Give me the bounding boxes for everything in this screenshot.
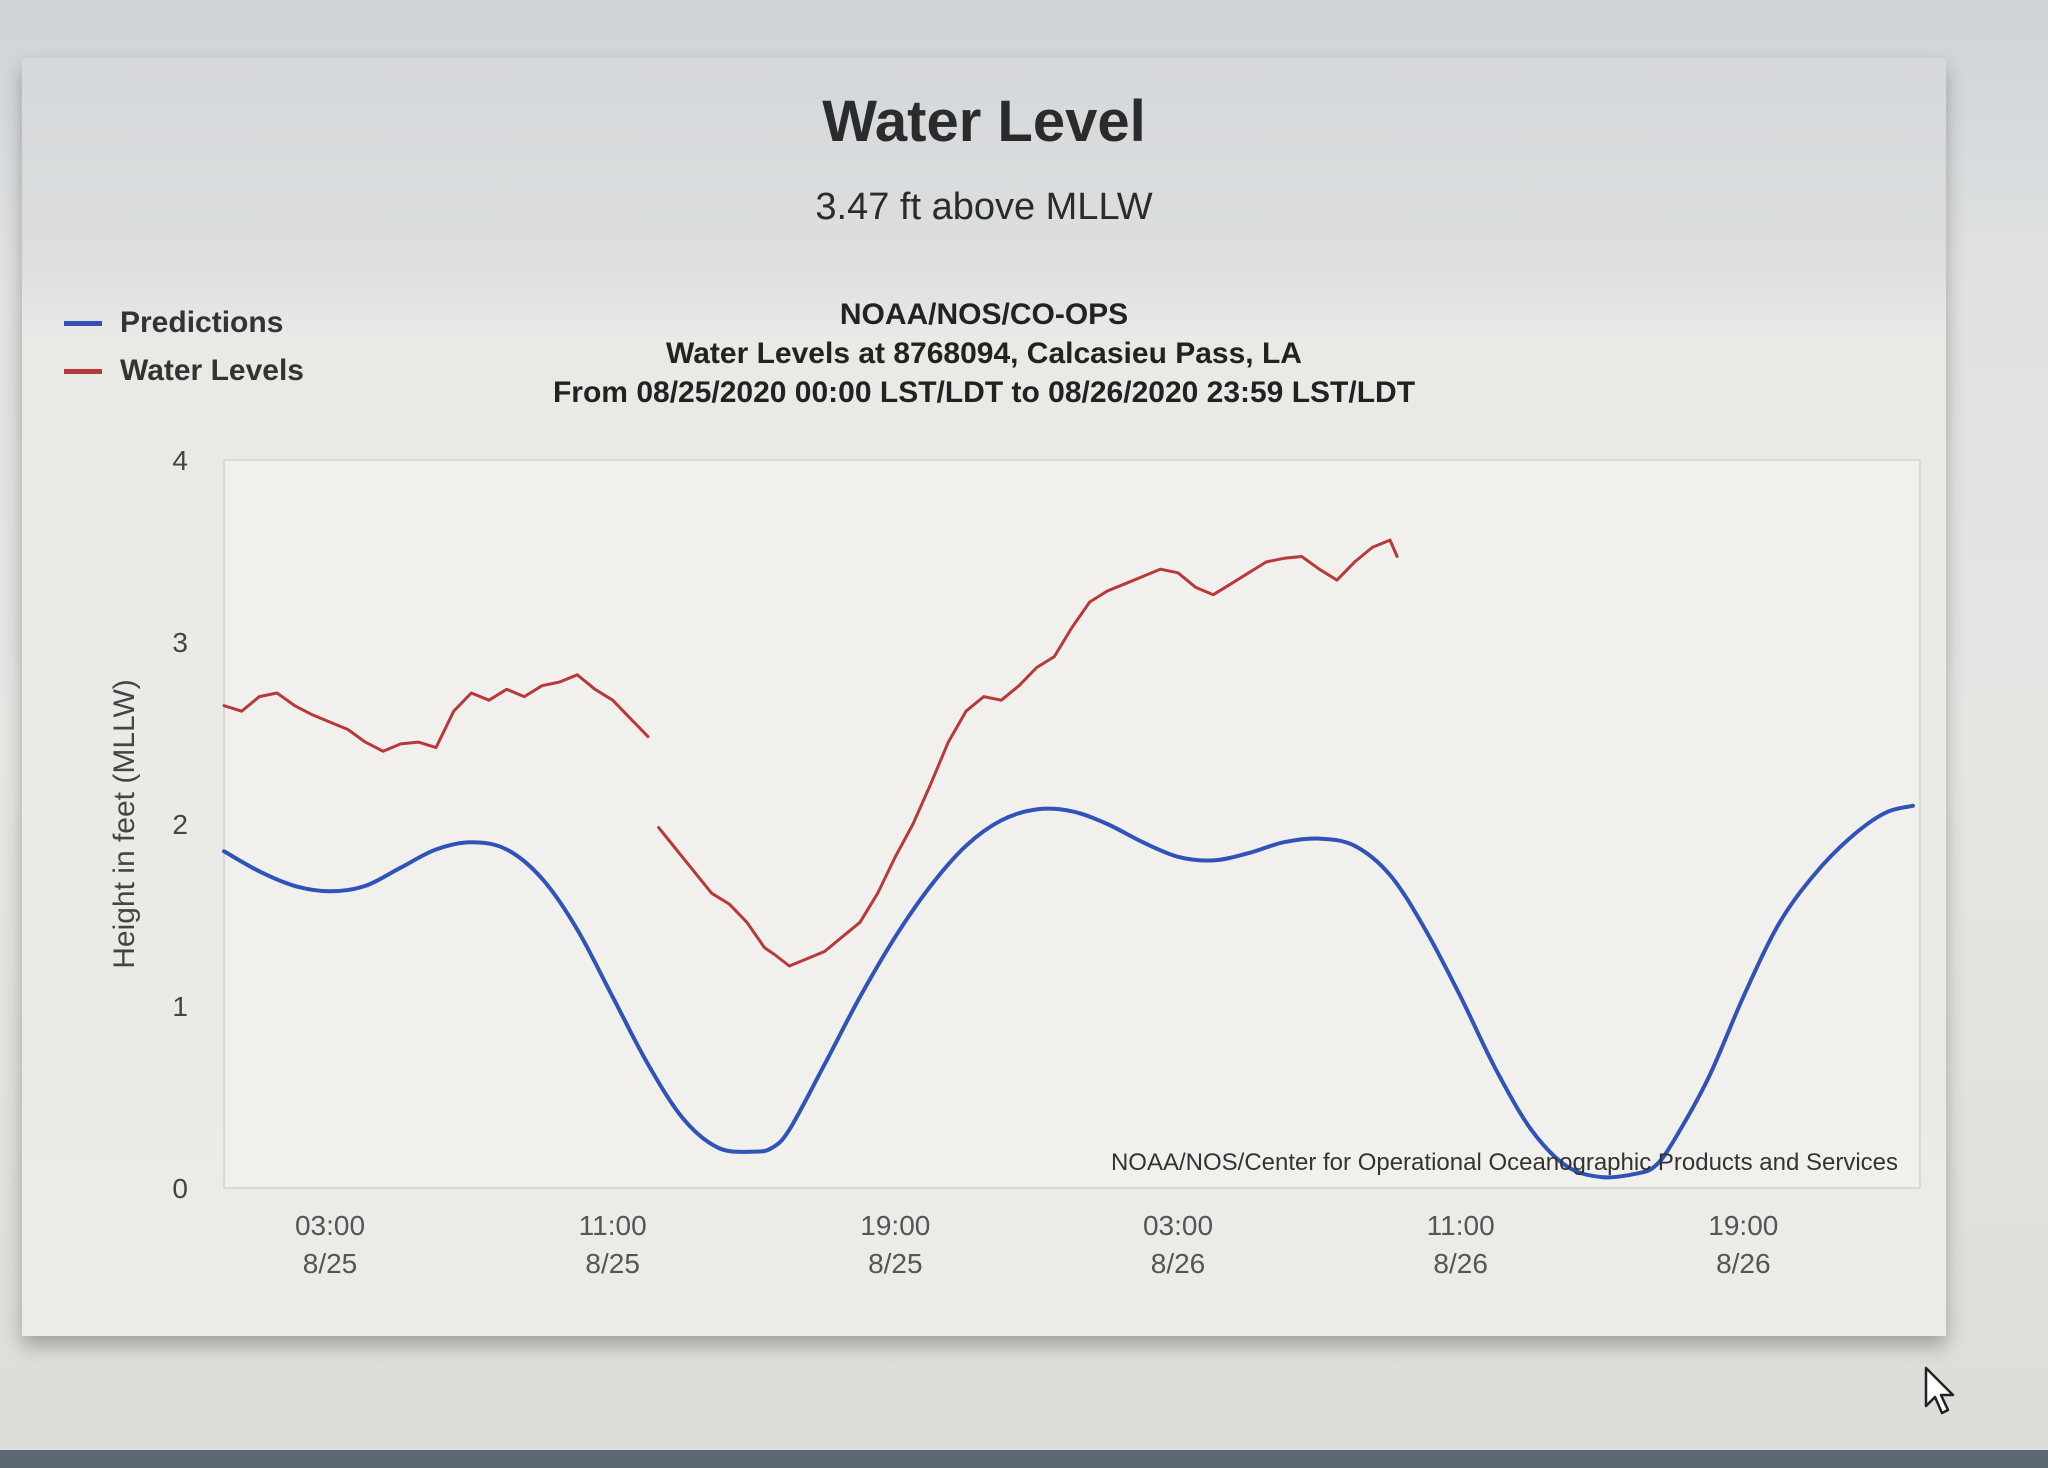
chart-credit: NOAA/NOS/Center for Operational Oceanogr… (1111, 1149, 1898, 1176)
series-line-water-levels (657, 538, 1399, 968)
legend-item-water-levels: Water Levels (64, 353, 304, 389)
y-axis-label: Height in feet (MLLW) (108, 679, 141, 969)
legend-label-predictions: Predictions (120, 306, 284, 339)
series-line-water-levels (222, 673, 650, 753)
x-tick-date: 8/26 (1716, 1248, 1771, 1279)
chart-date-range: From 08/25/2020 00:00 LST/LDT to 08/26/2… (552, 376, 1416, 409)
x-tick-date: 8/25 (303, 1248, 358, 1279)
chart-station: Water Levels at 8768094, Calcasieu Pass,… (666, 337, 1302, 370)
legend-swatch-water-levels (64, 368, 102, 374)
x-tick-date: 8/26 (1151, 1248, 1206, 1279)
y-tick-label: 3 (172, 627, 188, 658)
legend-item-predictions: Predictions (64, 305, 283, 341)
mouse-cursor-icon (1924, 1366, 1955, 1415)
legend-swatch-predictions (64, 320, 102, 326)
x-tick-date: 8/25 (585, 1248, 640, 1279)
x-tick-time: 11:00 (579, 1210, 647, 1241)
x-tick-time: 03:00 (1143, 1210, 1213, 1241)
y-tick-label: 4 (172, 445, 188, 476)
y-tick-label: 2 (172, 809, 188, 840)
water-level-chart: 0 1 2 3 4 03:00 8/25 11:00 8/25 19:00 8/25 03:00 8/… (108, 445, 1921, 1279)
x-tick-date: 8/25 (868, 1248, 923, 1279)
monitor-bezel-strip (0, 1450, 2048, 1468)
x-tick-date: 8/26 (1433, 1248, 1488, 1279)
x-tick-time: 19:00 (860, 1210, 930, 1241)
chart-panel: Water Level 3.47 ft above MLLW NOAA/NOS/… (22, 58, 1946, 1336)
page-subtitle: 3.47 ft above MLLW (815, 186, 1153, 228)
x-tick-time: 19:00 (1708, 1210, 1778, 1241)
x-tick-time: 11:00 (1427, 1210, 1495, 1241)
legend-label-water-levels: Water Levels (120, 354, 304, 387)
series-line-predictions (222, 803, 1915, 1180)
chart-agency: NOAA/NOS/CO-OPS (839, 298, 1129, 331)
y-tick-label: 0 (172, 1173, 188, 1204)
x-tick-time: 03:00 (295, 1210, 365, 1241)
y-tick-label: 1 (172, 991, 188, 1022)
plot-area (223, 459, 1921, 1189)
page-title: Water Level (822, 89, 1146, 154)
